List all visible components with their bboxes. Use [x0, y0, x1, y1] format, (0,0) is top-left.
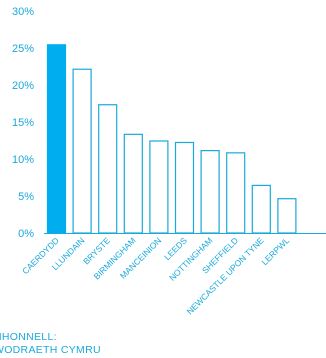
bar-manceinion	[149, 140, 169, 234]
bar-newcastle-upon-tyne	[251, 184, 271, 234]
y-tick-label: 25%	[12, 43, 34, 55]
bar-birmingham	[123, 133, 143, 234]
y-tick-label: 5%	[18, 191, 34, 203]
source-note: NHONNELL: WODRAETH CYMRU	[0, 331, 101, 357]
y-tick-label: 10%	[12, 154, 34, 166]
y-tick-label: 0%	[18, 228, 34, 240]
source-line-2: WODRAETH CYMRU	[0, 344, 101, 356]
x-tick-label: LERPWL	[260, 235, 292, 267]
bar-lerpwl	[277, 198, 297, 234]
y-axis: 0% 5% 10% 15% 20% 25% 30%	[12, 6, 34, 240]
bars	[46, 44, 297, 234]
x-axis-labels: CAERDYDDLLUNDAINBRYSTEBIRMINGHAMMANCEINI…	[20, 235, 291, 316]
bar-bryste	[98, 104, 118, 234]
source-line-1: NHONNELL:	[0, 331, 57, 343]
bar-sheffield	[226, 152, 246, 234]
y-tick-label: 15%	[12, 117, 34, 129]
bar-llundain	[72, 68, 92, 234]
y-tick-label: 30%	[12, 6, 34, 18]
y-tick-label: 20%	[12, 80, 34, 92]
bar-leeds	[174, 141, 195, 234]
bar-caerdydd	[46, 44, 67, 234]
bar-nottingham	[200, 150, 220, 234]
